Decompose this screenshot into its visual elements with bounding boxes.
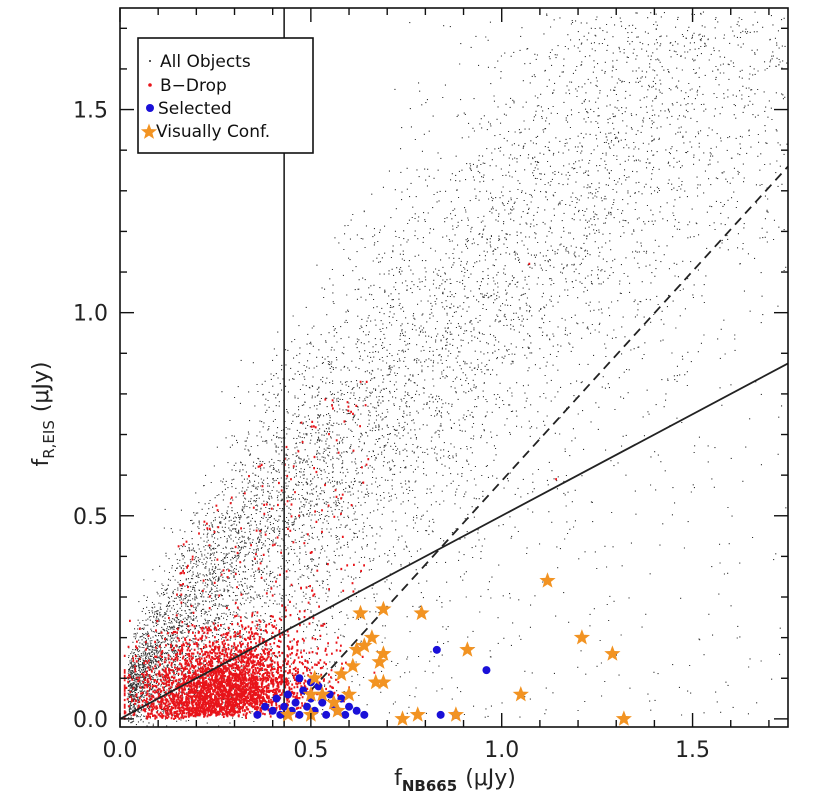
visually-confirmed-star — [394, 710, 411, 726]
visually-confirmed-star — [279, 706, 296, 722]
visually-confirmed-star — [325, 694, 342, 710]
y-tick-label: 1.0 — [73, 302, 108, 327]
visually-confirmed-star — [375, 645, 392, 661]
legend-label-b-drop: B−Drop — [160, 76, 227, 96]
visually-confirmed-star — [573, 629, 590, 645]
x-tick-label: 0.0 — [103, 738, 138, 763]
legend-marker-all-objects — [149, 60, 151, 62]
visually-confirmed-star — [409, 706, 426, 722]
legend-marker-b-drop — [148, 83, 152, 87]
b-drop-points — [123, 262, 557, 720]
x-tick-label: 1.5 — [675, 738, 710, 763]
selected-point — [314, 682, 323, 691]
x-tick-label: 0.5 — [293, 738, 328, 763]
dashed-cut-line — [310, 165, 789, 692]
legend-marker-selected — [146, 104, 154, 112]
visually-confirmed-star — [375, 673, 392, 690]
selected-point — [272, 694, 281, 703]
visually-confirmed-star — [302, 686, 319, 702]
visually-confirmed-star — [615, 710, 632, 726]
selected-point — [341, 710, 350, 719]
selected-point — [276, 710, 285, 719]
y-tick-label: 1.5 — [73, 99, 108, 124]
selected-point — [280, 702, 289, 711]
legend-label-selected: Selected — [158, 99, 232, 119]
y-axis-title: fR,EIS(μJy) — [29, 361, 58, 466]
solid-cut-line — [119, 362, 789, 720]
visually-confirmed-star — [363, 629, 380, 645]
y-tick-label: 0.5 — [73, 505, 108, 530]
selected-point — [345, 702, 354, 711]
plot-frame — [119, 7, 789, 728]
x-tick-label: 1.0 — [484, 738, 519, 763]
visually-confirmed-star — [340, 686, 358, 702]
selected-point — [360, 710, 369, 719]
visually-confirmed-star — [344, 657, 361, 673]
legend-box — [137, 37, 314, 154]
visually-confirmed-star — [333, 665, 350, 682]
selected-point — [318, 698, 327, 707]
visually-confirmed-points — [279, 572, 632, 726]
visually-confirmed-star — [604, 645, 621, 661]
selected-point — [303, 702, 312, 711]
visually-confirmed-star — [367, 673, 384, 690]
selected-point — [352, 706, 361, 715]
selected-point — [283, 690, 292, 699]
selected-point — [268, 706, 277, 715]
visually-confirmed-star — [306, 669, 323, 686]
selected-point — [482, 666, 491, 675]
selected-point — [295, 710, 304, 719]
visually-confirmed-star — [356, 637, 373, 653]
visually-confirmed-star — [375, 600, 392, 617]
legend-label-visually-conf: Visually Conf. — [156, 122, 270, 142]
selected-point — [291, 698, 300, 707]
visually-confirmed-star — [329, 702, 346, 718]
visually-confirmed-star — [512, 686, 529, 702]
axes: 0.0 0.5 1.0 1.5 0.0 0.5 1.0 1.5 — [73, 7, 789, 763]
visually-confirmed-star — [352, 604, 369, 621]
y-tick-label: 0.0 — [73, 708, 108, 733]
selected-point — [322, 710, 331, 719]
all-objects-points — [127, 11, 788, 727]
visually-confirmed-star — [348, 641, 365, 657]
selected-point — [295, 674, 304, 683]
b-drop-dots — [123, 262, 557, 720]
x-axis-title: fNB665 (μJy) — [394, 766, 516, 795]
selected-point — [253, 710, 262, 719]
selected-point — [261, 702, 270, 711]
visually-confirmed-star — [459, 641, 476, 657]
legend-label-all-objects: All Objects — [160, 52, 251, 72]
visually-confirmed-star — [539, 572, 556, 588]
visually-confirmed-star — [314, 686, 331, 702]
legend: All Objects B−Drop Selected Visually Con… — [137, 37, 314, 154]
visually-confirmed-star — [371, 653, 388, 669]
all-objects-dots — [127, 11, 788, 727]
legend-marker-visually-conf — [140, 123, 158, 139]
visually-confirmed-star — [413, 604, 430, 621]
selected-point — [436, 710, 445, 719]
visually-confirmed-star — [447, 706, 464, 722]
selected-point — [432, 645, 441, 654]
